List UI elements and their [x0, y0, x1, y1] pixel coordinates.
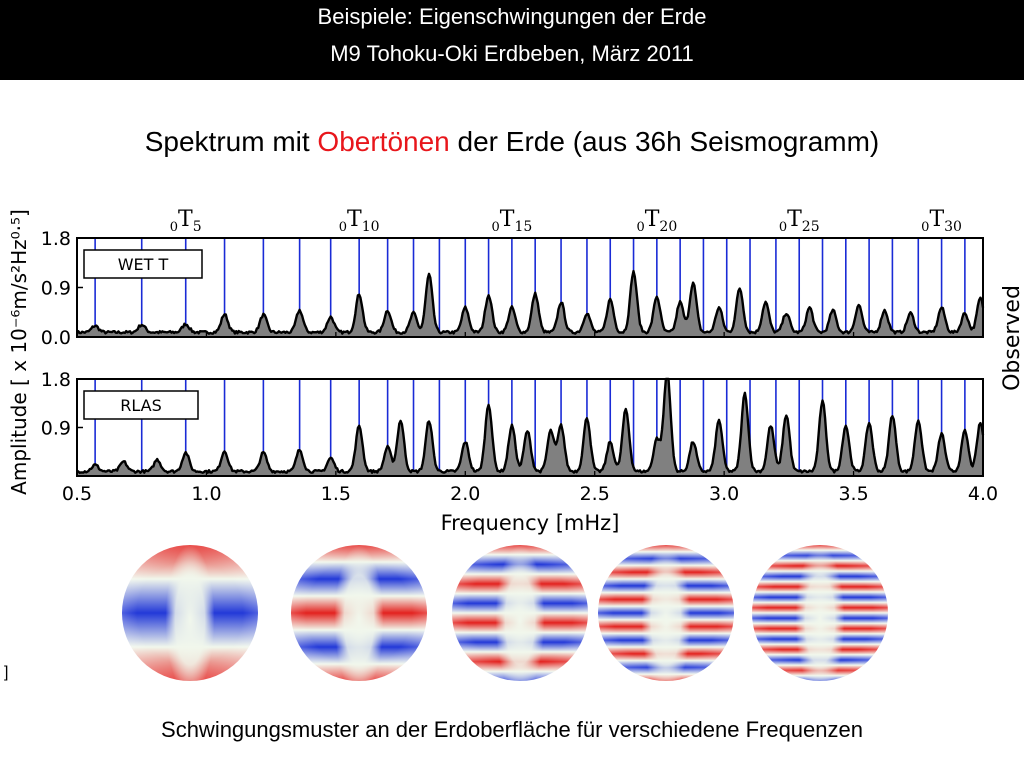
panel-label-box-0	[83, 249, 203, 279]
mode-patterns	[0, 540, 1024, 690]
mode-label-5: 0T30	[921, 207, 962, 235]
spectrum-chart: 0T5 0T10 0T15 0T20 0T25 0T30 0.0 0.9 1.8 WET T 0.9…	[7, 207, 1024, 535]
xtick-label-2: 1.5	[321, 483, 351, 505]
xtick-label-7: 4.0	[968, 483, 998, 505]
ytick-label-1-1: 1.8	[41, 369, 71, 391]
edge-mark: ]	[4, 664, 9, 681]
mode-label-1: 0T10	[339, 207, 380, 235]
subtitle-highlight: Obertönen	[317, 126, 450, 157]
mode-pattern-3	[452, 545, 588, 681]
title-bar: Beispiele: Eigenschwingungen der Erde M9…	[0, 0, 1024, 80]
xtick-label-3: 2.0	[450, 483, 480, 505]
spectrum-line-1	[76, 377, 985, 474]
panel-label-1: RLAS	[120, 396, 162, 415]
y-axis-label: Amplitude [ x 10⁻⁶m/s²Hz⁰·⁵]	[7, 209, 31, 495]
slide-subtitle: Spektrum mit Obertönen der Erde (aus 36h…	[0, 124, 1024, 160]
x-axis-label: Frequency [mHz]	[441, 511, 620, 535]
ytick-label-0-0: 0.0	[41, 327, 71, 349]
panel-label-box-1	[83, 390, 199, 420]
xtick-label-6: 3.5	[838, 483, 868, 505]
mode-pattern-5	[752, 545, 888, 681]
mode-label-2: 0T15	[491, 207, 532, 235]
panel-label-0: WET T	[118, 255, 169, 274]
xtick-label-5: 3.0	[709, 483, 739, 505]
mode-label-4: 0T25	[779, 207, 820, 235]
mode-label-0: 0T5	[170, 207, 202, 235]
mode-pattern-4	[598, 545, 734, 681]
spectrum-line-0	[75, 269, 985, 335]
xtick-label-0: 0.5	[62, 483, 92, 505]
subtitle-before: Spektrum mit	[144, 126, 318, 157]
ytick-label-0-1: 0.9	[41, 278, 71, 300]
mode-label-3: 0T20	[636, 207, 677, 235]
ytick-label-1-0: 0.9	[41, 418, 71, 440]
caption: Schwingungsmuster an der Erdoberfläche f…	[161, 717, 863, 742]
side-label: Observed	[1000, 285, 1024, 391]
spectrum-fill-1	[77, 379, 983, 476]
subtitle-after: der Erde (aus 36h Seismogramm)	[449, 126, 880, 157]
mode-pattern-1	[122, 545, 258, 681]
title-line-1: Beispiele: Eigenschwingungen der Erde	[317, 4, 707, 29]
xtick-label-4: 2.5	[580, 483, 610, 505]
xtick-label-1: 1.0	[191, 483, 221, 505]
mode-pattern-2	[291, 545, 427, 681]
ytick-label-0-2: 1.8	[41, 228, 71, 250]
title-line-2: M9 Tohoku-Oki Erdbeben, März 2011	[330, 41, 694, 66]
